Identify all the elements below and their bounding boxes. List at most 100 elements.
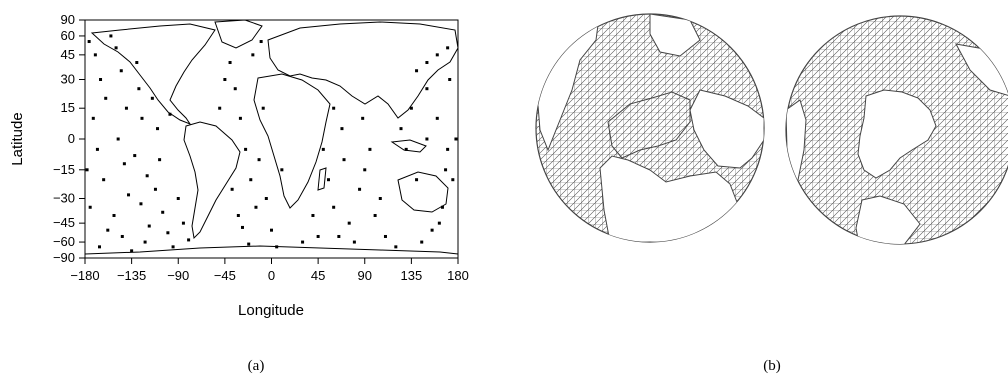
scatter-point bbox=[435, 116, 439, 120]
y-tick-label: 60 bbox=[61, 28, 75, 43]
scatter-point bbox=[181, 221, 185, 225]
scatter-point bbox=[446, 46, 450, 50]
scatter-point bbox=[399, 127, 403, 131]
scatter-point bbox=[109, 34, 113, 38]
scatter-point bbox=[133, 154, 137, 158]
scatter-point bbox=[153, 187, 157, 191]
scatter-point bbox=[446, 147, 450, 151]
scatter-point bbox=[244, 147, 248, 151]
north-america-outline bbox=[90, 23, 216, 126]
y-tick-label: −60 bbox=[53, 234, 75, 249]
scatter-point bbox=[358, 187, 362, 191]
scatter-point bbox=[156, 127, 160, 131]
y-tick-label: 0 bbox=[68, 131, 75, 146]
scatter-point bbox=[337, 234, 341, 238]
x-tick-label: −135 bbox=[117, 268, 146, 283]
scatter-point bbox=[415, 178, 419, 182]
y-tick-label: 90 bbox=[61, 12, 75, 27]
scatter-point bbox=[176, 197, 180, 200]
globe-atlantic-view bbox=[535, 13, 765, 243]
scatter-point bbox=[332, 106, 336, 110]
scatter-point bbox=[171, 245, 175, 249]
x-tick-label: 135 bbox=[401, 268, 423, 283]
scatter-point bbox=[143, 240, 147, 244]
land-africa-tip bbox=[855, 195, 921, 244]
land-antarctica bbox=[857, 89, 937, 179]
x-axis-ticks: −180 −135 −90 −45 0 45 90 135 180 bbox=[70, 258, 469, 283]
scatter-point bbox=[437, 221, 441, 225]
scatter-point bbox=[233, 87, 237, 91]
scatter-point bbox=[361, 116, 365, 120]
y-axis-title: Latitude bbox=[9, 112, 26, 165]
x-tick-label: −45 bbox=[214, 268, 236, 283]
scatter-point bbox=[425, 137, 429, 141]
x-tick-label: 90 bbox=[358, 268, 372, 283]
scatter-point bbox=[301, 240, 305, 244]
scatter-point bbox=[236, 213, 240, 217]
x-axis-title: Longitude bbox=[238, 302, 304, 319]
eurasia-outline bbox=[267, 21, 459, 119]
scatter-point bbox=[316, 234, 320, 238]
scatter-point bbox=[93, 53, 97, 57]
y-tick-label: −30 bbox=[53, 191, 75, 206]
x-tick-label: 180 bbox=[447, 268, 469, 283]
scatter-point bbox=[223, 78, 227, 81]
scatter-point bbox=[168, 112, 172, 116]
indonesia-outline bbox=[390, 139, 427, 153]
scatter-point bbox=[326, 178, 330, 182]
mesh-patch-west-africa bbox=[607, 91, 691, 159]
x-tick-label: 45 bbox=[311, 268, 325, 283]
scatter-point bbox=[119, 69, 123, 73]
scatter-point bbox=[166, 231, 170, 235]
scatter-point bbox=[404, 147, 408, 151]
scatter-point bbox=[448, 78, 452, 81]
scatter-point bbox=[112, 213, 116, 217]
scatter-point bbox=[228, 61, 232, 65]
scatter-point bbox=[106, 228, 110, 232]
panel-a-caption: (a) bbox=[248, 358, 265, 374]
scatter-point bbox=[321, 147, 325, 151]
scatter-point bbox=[249, 178, 253, 182]
scatter-point bbox=[102, 178, 106, 182]
scatter-point bbox=[454, 137, 458, 141]
scatter-points bbox=[85, 34, 458, 253]
y-tick-label: −90 bbox=[53, 250, 75, 265]
scatter-point bbox=[240, 225, 244, 229]
scatter-point bbox=[425, 61, 429, 65]
y-tick-label: 30 bbox=[61, 72, 75, 87]
world-map bbox=[84, 19, 459, 255]
y-tick-label: 45 bbox=[61, 47, 75, 62]
scatter-point bbox=[150, 96, 154, 100]
scatter-point bbox=[87, 40, 91, 44]
scatter-point bbox=[147, 224, 151, 228]
scatter-point bbox=[368, 147, 372, 151]
scatter-point bbox=[352, 240, 356, 244]
land-south-america bbox=[599, 155, 745, 242]
land-africa bbox=[689, 89, 764, 169]
scatter-point bbox=[342, 158, 346, 162]
scatter-point bbox=[425, 87, 429, 91]
scatter-point bbox=[383, 234, 387, 238]
scatter-point bbox=[124, 106, 128, 110]
x-tick-label: 0 bbox=[268, 268, 275, 283]
panel-a: −180 −135 −90 −45 0 45 90 135 180 90604530150−15… bbox=[9, 12, 469, 374]
scatter-point bbox=[280, 168, 284, 172]
scatter-point bbox=[139, 202, 143, 206]
scatter-point bbox=[145, 174, 149, 178]
scatter-point bbox=[88, 205, 92, 209]
y-tick-label: 15 bbox=[61, 100, 75, 115]
scatter-point bbox=[187, 238, 191, 242]
scatter-point bbox=[444, 168, 448, 172]
scatter-point bbox=[230, 187, 234, 191]
scatter-point bbox=[435, 53, 439, 57]
scatter-point bbox=[347, 221, 351, 225]
scatter-point bbox=[259, 40, 263, 44]
scatter-point bbox=[409, 106, 413, 110]
x-tick-label: −180 bbox=[70, 268, 99, 283]
scatter-point bbox=[130, 249, 134, 253]
scatter-point bbox=[98, 245, 102, 249]
y-tick-label: −15 bbox=[53, 162, 75, 177]
madagascar-outline bbox=[317, 167, 327, 191]
scatter-point bbox=[340, 127, 344, 131]
